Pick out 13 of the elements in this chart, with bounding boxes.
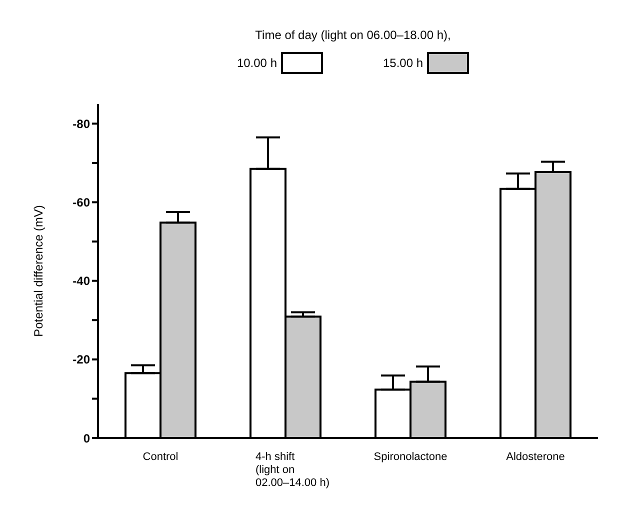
x-tick-label: Aldosterone [506, 451, 565, 463]
x-tick-label: Control [142, 451, 178, 463]
y-tick-label: -60 [72, 195, 90, 210]
y-tick-label: -20 [72, 352, 90, 367]
legend-label: 10.00 h [236, 56, 277, 70]
legend-title: Time of day (light on 06.00–18.00 h), [254, 28, 452, 42]
y-axis-title: Potential difference (mV) [31, 205, 46, 337]
y-tick-label: -80 [72, 116, 90, 131]
y-tick-label: 0 [83, 431, 90, 446]
legend-label: 15.00 h [383, 56, 424, 70]
x-tick-label: Spironolactone [374, 451, 448, 463]
y-tick-label: -40 [72, 274, 90, 288]
x-tick-label: 4-h shift (light on 02.00–14.00 h) [256, 451, 330, 489]
